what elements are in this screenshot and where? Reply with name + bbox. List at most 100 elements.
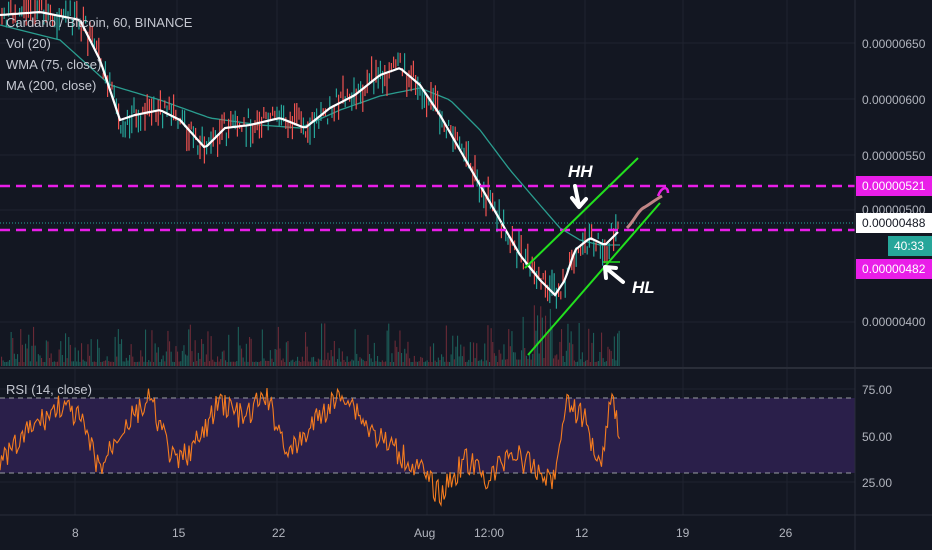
volume-bar — [127, 360, 129, 366]
volume-bar — [314, 361, 316, 366]
volume-bar — [572, 344, 574, 366]
chart-legend: Cardano / Bitcoin, 60, BINANCE Vol (20) … — [6, 12, 192, 96]
volume-bar — [305, 332, 307, 366]
legend-ma[interactable]: MA (200, close) — [6, 78, 97, 93]
volume-bar — [593, 332, 595, 366]
legend-rsi[interactable]: RSI (14, close) — [6, 382, 92, 397]
projection-tip — [656, 186, 670, 197]
volume-bar — [361, 358, 363, 366]
volume-bar — [521, 350, 523, 366]
volume-bar — [172, 361, 174, 366]
symbol-title[interactable]: Cardano / Bitcoin, 60, BINANCE — [6, 15, 193, 30]
volume-bar — [585, 360, 587, 366]
volume-bar — [564, 362, 566, 366]
volume-bar — [205, 354, 207, 366]
volume-bar — [604, 362, 606, 366]
annotation-hl: HL — [632, 278, 655, 297]
volume-bar — [522, 316, 524, 366]
volume-bar — [423, 362, 425, 366]
volume-bar — [20, 329, 22, 366]
volume-bar — [124, 361, 126, 366]
volume-bar — [353, 360, 355, 366]
volume-bar — [313, 356, 315, 366]
volume-bar — [489, 362, 491, 366]
volume-bar — [332, 356, 334, 366]
legend-volume[interactable]: Vol (20) — [6, 36, 51, 51]
volume-bar — [50, 353, 52, 366]
volume-bar — [218, 361, 220, 366]
volume-bar — [103, 361, 105, 366]
volume-bar — [28, 334, 30, 366]
volume-bar — [319, 359, 321, 366]
volume-bar — [575, 362, 577, 366]
volume-bar — [530, 359, 532, 366]
price-line — [0, 10, 619, 297]
volume-bar — [594, 362, 596, 366]
volume-bar — [106, 356, 108, 366]
volume-bar — [610, 350, 612, 366]
volume-bar — [209, 361, 211, 366]
volume-bar — [386, 330, 388, 366]
volume-bar — [239, 345, 241, 366]
volume-bar — [5, 362, 7, 366]
x-tick-label: 8 — [72, 526, 79, 540]
volume-bar — [25, 343, 27, 366]
volume-bar — [257, 362, 259, 366]
volume-bar — [578, 323, 580, 366]
volume-bar — [413, 355, 415, 366]
volume-bar — [477, 360, 479, 366]
volume-bar — [242, 357, 244, 366]
volume-bar — [402, 362, 404, 366]
volume-bar — [125, 357, 127, 366]
up-arrow-icon — [603, 265, 625, 284]
volume-bar — [217, 356, 219, 366]
volume-bar — [55, 361, 57, 366]
volume-bar — [388, 323, 390, 366]
volume-bar — [252, 361, 254, 366]
volume-bar — [549, 308, 551, 366]
volume-bar — [401, 353, 403, 366]
volume-bar — [253, 362, 255, 366]
volume-bar — [490, 328, 492, 366]
volume-bar — [466, 361, 468, 366]
legend-wma[interactable]: WMA (75, close) — [6, 57, 102, 72]
volume-bar — [117, 329, 119, 366]
volume-bar — [66, 358, 68, 366]
volume-bar — [225, 360, 227, 366]
volume-bar — [404, 348, 406, 366]
volume-bar — [471, 361, 473, 366]
volume-bar — [165, 351, 167, 366]
support-price-badge — [856, 259, 932, 279]
countdown-badge — [888, 236, 932, 256]
volume-bar — [541, 317, 543, 366]
volume-bar — [562, 356, 564, 366]
volume-bar — [609, 349, 611, 366]
volume-bar — [199, 358, 201, 366]
x-tick-label: 19 — [676, 526, 690, 540]
volume-bar — [369, 354, 371, 366]
volume-bar — [21, 344, 23, 366]
volume-bar — [193, 361, 195, 366]
volume-bar — [10, 332, 12, 366]
volume-bar — [295, 360, 297, 366]
volume-bar — [420, 356, 422, 366]
volume-bar — [90, 339, 92, 366]
volume-bar — [457, 335, 459, 366]
volume-bar — [148, 360, 150, 366]
volume-bar — [44, 362, 46, 366]
volume-bar — [129, 355, 131, 366]
volume-bar — [249, 337, 251, 366]
volume-bar — [597, 361, 599, 366]
volume-bar — [133, 361, 135, 366]
volume-bar — [290, 360, 292, 366]
volume-bar — [287, 341, 289, 366]
volume-bar — [351, 359, 353, 366]
volume-bar — [87, 344, 89, 366]
volume-bar — [4, 362, 6, 366]
volume-bar — [63, 362, 65, 366]
volume-bar — [519, 359, 521, 366]
volume-bar — [580, 359, 582, 366]
volume-bar — [329, 360, 331, 366]
volume-bar — [137, 361, 139, 366]
